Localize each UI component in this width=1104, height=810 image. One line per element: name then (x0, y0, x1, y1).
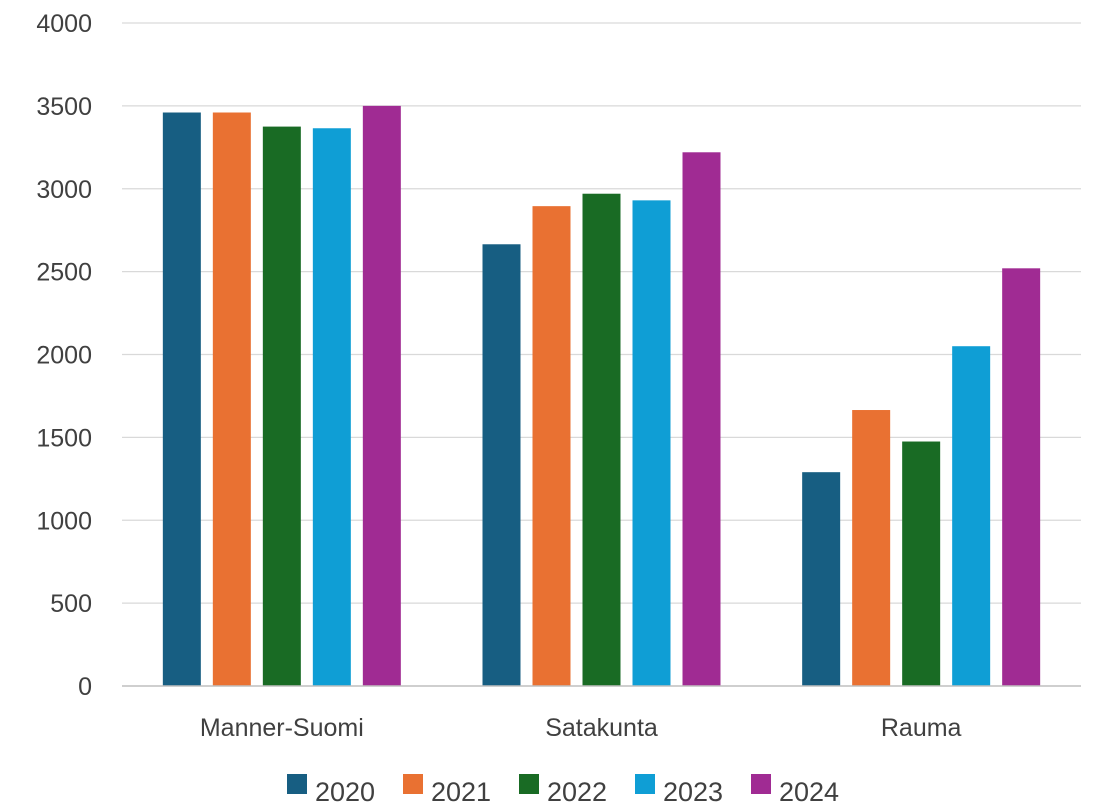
bar-2023-manner-suomi (312, 128, 351, 687)
legend-label: 2021 (431, 777, 491, 805)
bar-2024-satakunta (682, 152, 721, 686)
legend-swatch-2023 (635, 774, 655, 794)
y-tick-label: 3500 (36, 93, 92, 121)
bar-2023-rauma (952, 346, 991, 686)
y-axis-tick-labels: 0 500 1000 1500 2000 2500 3000 3500 4000 (36, 10, 92, 701)
y-tick-label: 0 (78, 673, 92, 701)
bar-2020-manner-suomi (162, 112, 201, 686)
legend-swatch-2022 (519, 774, 539, 794)
bar-2023-satakunta (632, 200, 671, 687)
x-category-label: Manner-Suomi (200, 714, 364, 742)
bar-2021-rauma (852, 410, 891, 686)
legend-swatch-2021 (403, 774, 423, 794)
bar-2022-rauma (902, 441, 941, 686)
y-tick-label: 1000 (36, 507, 92, 535)
legend-label: 2023 (663, 777, 723, 805)
legend: 2020 2021 2022 2023 2024 (287, 774, 839, 807)
bar-2020-satakunta (482, 244, 521, 686)
legend-label: 2020 (315, 777, 375, 805)
y-tick-label: 4000 (36, 10, 92, 38)
bar-2021-manner-suomi (212, 112, 251, 686)
y-tick-label: 500 (50, 590, 92, 618)
legend-swatch-2020 (287, 774, 307, 794)
y-tick-label: 2500 (36, 259, 92, 287)
legend-swatch-2024 (751, 774, 771, 794)
x-axis-category-labels: Manner-Suomi Satakunta Rauma (200, 714, 962, 742)
bar-2024-rauma (1002, 268, 1041, 686)
bar-2021-satakunta (532, 206, 571, 686)
y-tick-label: 2000 (36, 342, 92, 370)
bar-2020-rauma (802, 472, 841, 686)
bar-2024-manner-suomi (362, 105, 401, 686)
y-tick-label: 3000 (36, 176, 92, 204)
bar-2022-manner-suomi (262, 126, 301, 686)
bars (162, 105, 1041, 687)
x-category-label: Rauma (881, 714, 962, 742)
x-category-label: Satakunta (545, 714, 658, 742)
legend-label: 2024 (779, 777, 839, 805)
y-tick-label: 1500 (36, 424, 92, 452)
bar-2022-satakunta (582, 193, 621, 686)
legend-label: 2022 (547, 777, 607, 805)
